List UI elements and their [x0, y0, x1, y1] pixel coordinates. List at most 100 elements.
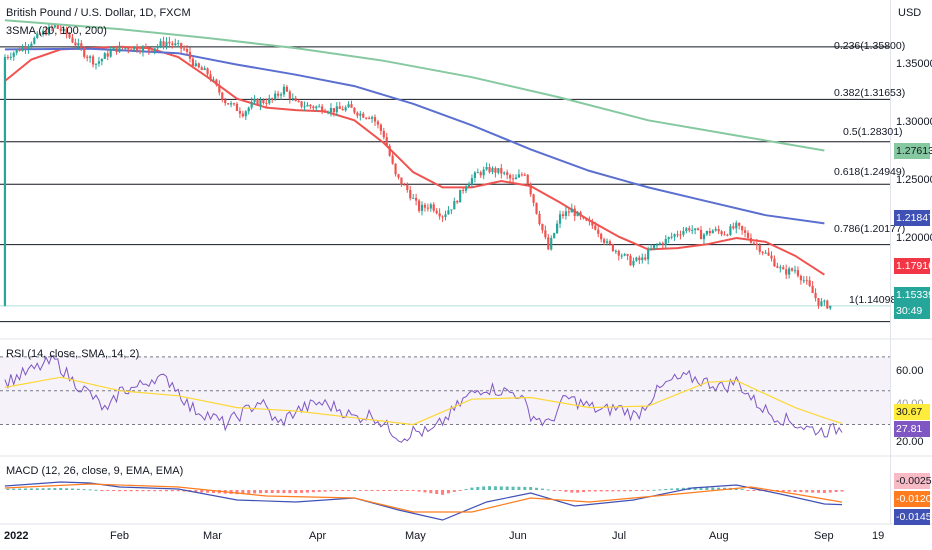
candle-body — [382, 130, 385, 138]
candle-body — [814, 292, 817, 299]
candle-body — [203, 68, 206, 71]
candle-body — [661, 243, 664, 245]
candle-body — [368, 117, 371, 119]
candle-body — [732, 226, 735, 229]
macd-hist-bar — [82, 489, 86, 491]
candle-body — [256, 99, 259, 106]
candle-body — [743, 230, 747, 233]
candle-body — [658, 243, 662, 245]
price-pane[interactable] — [0, 19, 890, 323]
candle-body — [605, 241, 609, 243]
macd-hist-bar — [605, 490, 609, 492]
macd-hist-bar — [153, 490, 157, 492]
macd-hist-bar — [358, 490, 362, 491]
candle-body — [467, 184, 471, 187]
candle-body — [773, 258, 776, 267]
macd-hist-bar — [176, 490, 180, 492]
axes — [0, 0, 932, 525]
candle-body — [209, 74, 212, 81]
candle-body — [438, 213, 441, 217]
macd-hist-bar — [394, 490, 398, 491]
macd-hist-bar — [241, 490, 245, 494]
macd-hist-bar — [758, 490, 762, 491]
candle-body — [699, 229, 703, 240]
candle-body — [476, 172, 479, 174]
macd-hist-bar — [482, 486, 486, 490]
candle-body — [335, 106, 338, 113]
candle-body — [462, 189, 465, 191]
rsi-legend[interactable]: RSI (14, close, SMA, 14, 2) — [6, 348, 140, 360]
candle-body — [541, 223, 544, 231]
price-tick-4: 1.20000 — [896, 232, 932, 244]
macd-hist-bar — [70, 488, 74, 490]
price-tick-2: 1.30000 — [896, 116, 932, 128]
macd-legend[interactable]: MACD (12, 26, close, 9, EMA, EMA) — [6, 465, 184, 477]
candle-body — [497, 168, 500, 173]
rsi-value-tag: 27.81 — [894, 421, 930, 437]
candle-body — [74, 42, 77, 46]
candle-body — [473, 172, 476, 179]
candle-body — [479, 172, 482, 176]
candle-body — [749, 237, 753, 243]
rsi-pane[interactable] — [0, 354, 890, 443]
macd-hist-bar — [828, 490, 832, 493]
candle-body — [685, 228, 688, 232]
candle-body — [667, 237, 670, 239]
candle-body — [33, 37, 36, 44]
candle-body — [520, 174, 523, 176]
macd-hist-bar — [405, 490, 409, 491]
candle-body — [65, 28, 68, 35]
candle-body — [617, 250, 620, 256]
candle-body — [379, 124, 382, 131]
candle-body — [312, 106, 315, 109]
candle-body — [144, 46, 148, 48]
macd-hist-bar — [840, 490, 844, 492]
candle-body — [738, 222, 741, 226]
sma-legend[interactable]: 3SMA (20, 100, 200) — [6, 25, 107, 37]
macd-hist-bar — [206, 490, 210, 493]
candle-body — [191, 58, 195, 67]
candle-body — [318, 106, 321, 108]
macd-hist-bar — [276, 490, 280, 494]
candle-body — [400, 177, 403, 185]
candle-body — [100, 58, 103, 62]
candle-body — [626, 254, 629, 256]
macd-pane[interactable] — [4, 481, 844, 521]
candle-body — [620, 255, 623, 257]
candle-body — [726, 234, 729, 236]
candle-body — [664, 238, 667, 245]
candle-body — [271, 98, 274, 100]
rsi-ma-tag: 30.67 — [894, 404, 930, 420]
candle-body — [782, 267, 785, 270]
candle-body — [391, 155, 394, 164]
candle-body — [435, 210, 438, 214]
candle-body — [130, 49, 133, 51]
macd-hist-bar — [623, 490, 627, 492]
candle-body — [36, 33, 39, 38]
candle-body — [506, 172, 509, 176]
candle-body — [447, 210, 450, 215]
candle-body — [808, 280, 811, 286]
candle-body — [332, 107, 335, 113]
candle-body — [597, 229, 600, 234]
candle-body — [576, 212, 579, 217]
macd-hist-bar — [664, 489, 668, 490]
macd-hist-bar — [693, 487, 697, 490]
price-tick-3: 1.25000 — [896, 174, 932, 186]
macd-hist-bar — [523, 486, 527, 490]
macd-hist-bar — [676, 488, 680, 490]
macd-hist-bar — [147, 490, 151, 492]
candle-body — [276, 93, 280, 96]
macd-hist-bar — [106, 490, 110, 491]
candle-body — [635, 257, 638, 261]
candle-body — [212, 79, 215, 81]
candle-body — [194, 63, 197, 67]
candle-body — [221, 92, 224, 100]
macd-hist-bar — [194, 490, 198, 493]
candle-body — [729, 226, 732, 235]
macd-hist-bar — [305, 490, 309, 493]
candle-body — [68, 34, 71, 38]
macd-hist-bar — [159, 490, 163, 492]
candle-body — [215, 79, 218, 85]
